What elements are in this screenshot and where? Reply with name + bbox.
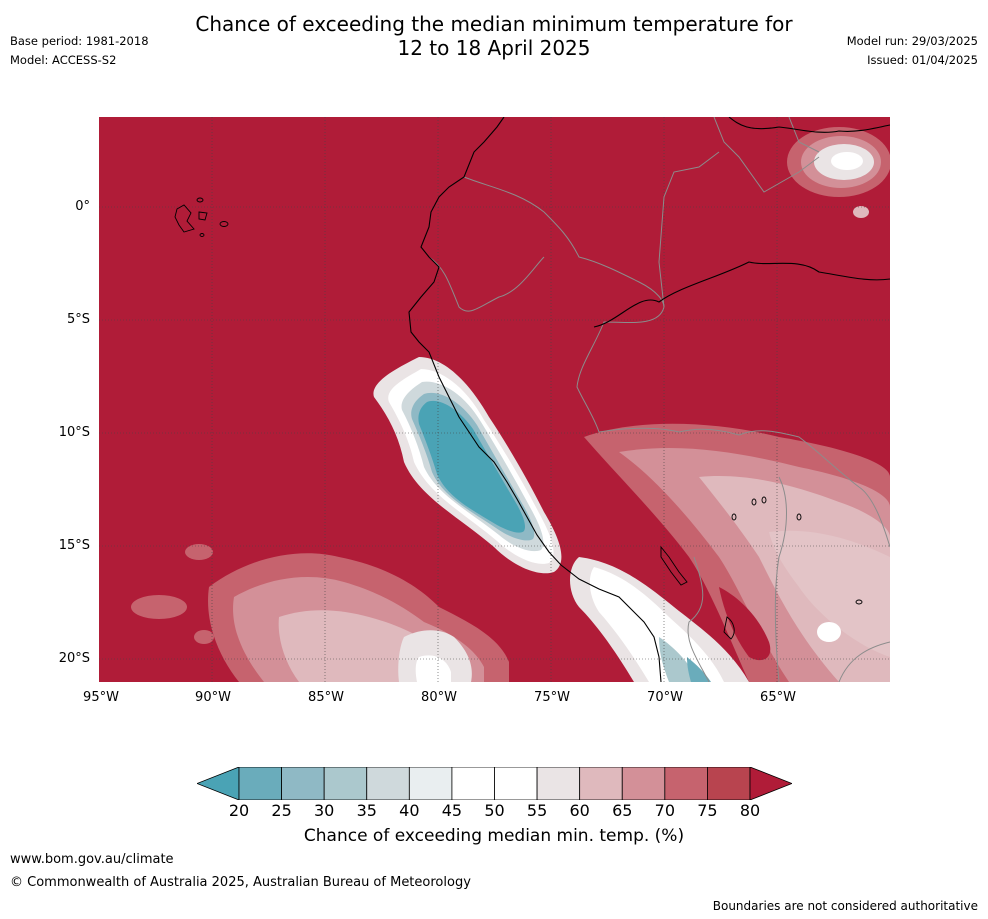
legend-tick-label: 35 [356, 801, 377, 820]
footer-copyright: © Commonwealth of Australia 2025, Austra… [10, 875, 471, 890]
legend-tick-label: 75 [697, 801, 718, 820]
legend-cell [621, 767, 666, 800]
base-period: Base period: 1981-2018 [10, 34, 149, 48]
inland-dark-tongue [719, 587, 771, 661]
issued-date: Issued: 01/04/2025 [867, 53, 978, 67]
lat-label-0: 0° [75, 199, 90, 214]
meta-left: Base period: 1981-2018 Model: ACCESS-S2 [10, 32, 149, 70]
legend-cell [536, 767, 581, 800]
footer-url[interactable]: www.bom.gov.au/climate [10, 852, 174, 867]
legend-cell [408, 767, 453, 800]
title-line-1: Chance of exceeding the median minimum t… [195, 12, 793, 36]
model-run: Model run: 29/03/2025 [846, 34, 978, 48]
lat-label-10s: 10°S [58, 425, 90, 440]
legend-tick-label: 50 [484, 801, 505, 820]
lat-label-5s: 5°S [66, 312, 90, 327]
lon-label-65w: 65°W [760, 690, 796, 705]
southwest-ocean-region [131, 544, 509, 682]
coastal-cold-tongue [373, 357, 562, 574]
legend-cells [238, 767, 751, 800]
legend-cell [664, 767, 708, 800]
meta-right: Model run: 29/03/2025 Issued: 01/04/2025 [847, 32, 978, 70]
lat-label-20s: 20°S [58, 651, 90, 666]
legend-arrow-high [749, 767, 792, 800]
legend-cell [494, 767, 538, 800]
legend-tick-label: 45 [441, 801, 463, 820]
country-borders [428, 117, 890, 682]
legend-cell [281, 767, 325, 800]
lon-label-90w: 90°W [195, 690, 231, 705]
lon-label-85w: 85°W [308, 690, 344, 705]
legend-tick-label: 55 [526, 801, 548, 820]
galapagos-islands [174, 197, 229, 237]
northeast-blob [787, 127, 890, 218]
legend-cell [451, 767, 495, 800]
legend-tick-label: 80 [739, 801, 761, 820]
probability-map [99, 117, 890, 682]
legend-cell [707, 767, 751, 800]
legend-cell [238, 767, 282, 800]
lake-islands [660, 496, 863, 640]
legend-tick-label: 70 [654, 801, 675, 820]
legend-colorbar [197, 767, 792, 800]
lat-label-15s: 15°S [58, 538, 90, 553]
lon-label-80w: 80°W [421, 690, 457, 705]
legend-tick-label: 30 [313, 801, 335, 820]
map-title: Chance of exceeding the median minimum t… [0, 12, 988, 60]
model-name: Model: ACCESS-S2 [10, 53, 117, 67]
legend-tick-label: 65 [612, 801, 633, 820]
legend-tick-label: 20 [228, 801, 250, 820]
title-line-2: 12 to 18 April 2025 [397, 36, 591, 60]
legend-tick-label: 60 [569, 801, 590, 820]
lon-label-70w: 70°W [647, 690, 683, 705]
legend-cell [323, 767, 368, 800]
coastline [408, 117, 890, 682]
legend-cell [366, 767, 410, 800]
footer-note: Boundaries are not considered authoritat… [712, 899, 978, 913]
legend-tick-label: 40 [399, 801, 420, 820]
lon-label-95w: 95°W [83, 690, 119, 705]
lon-label-75w: 75°W [534, 690, 570, 705]
legend-arrow-low [197, 767, 240, 800]
legend-cell [579, 767, 623, 800]
legend-title: Chance of exceeding median min. temp. (%… [303, 826, 685, 846]
inland-south-region [584, 423, 890, 682]
graticule [99, 117, 890, 682]
legend-tick-label: 25 [271, 801, 292, 820]
southern-coastal-cold [570, 557, 749, 682]
